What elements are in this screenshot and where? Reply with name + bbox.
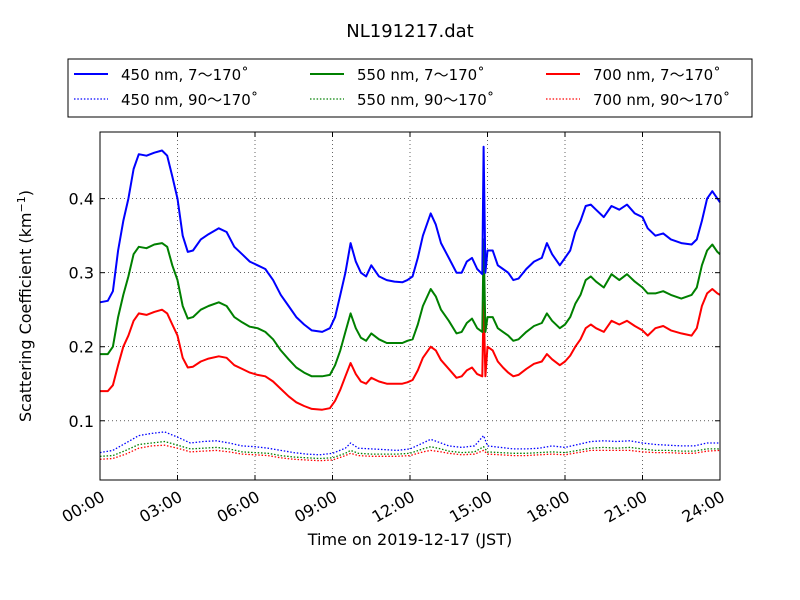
series-line-1 [99,431,720,456]
legend-label: 700 nm, 90～170˚ [593,91,730,109]
x-tick-label: 06:00 [214,487,263,527]
y-axis-label: Scattering Coefficient (km−1) [15,190,35,422]
x-tick-label: 15:00 [446,487,495,527]
chart-title: NL191217.dat [346,21,473,42]
grid [100,132,720,480]
x-axis-label: Time on 2019-12-17 (JST) [307,530,512,549]
y-axis-label-close: ) [16,190,35,196]
legend-box [67,58,753,118]
legend: 450 nm, 7～170˚ 450 nm, 90～170˚ 550 nm, 7～1… [67,58,753,118]
x-tick-label: 18:00 [524,487,573,527]
y-tick-label: 0.3 [69,264,94,283]
series-line-5 [99,444,721,462]
plot-area [99,145,721,462]
x-tick-label: 03:00 [136,487,185,527]
y-axis-label-text: Scattering Coefficient (km [16,212,35,422]
legend-label: 450 nm, 90～170˚ [121,91,258,109]
x-tick-label: 12:00 [369,487,418,527]
x-tick-label: 09:00 [291,487,340,527]
y-tick-label: 0.2 [69,338,94,357]
x-tick-label: 24:00 [679,487,728,527]
y-axis: 0.1 0.2 0.3 0.4 [69,190,720,431]
x-axis: 00:00 03:00 06:00 09:00 12:00 15:00 18:00 21:00… [59,132,728,527]
legend-label: 700 nm, 7～170˚ [593,66,721,84]
legend-label: 550 nm, 7～170˚ [357,66,485,84]
x-tick-label: 00:00 [59,487,108,527]
y-tick-label: 0.4 [69,190,94,209]
y-axis-label-superscript: −1 [15,196,28,212]
legend-label: 450 nm, 7～170˚ [121,66,249,84]
series-line-3 [99,440,720,460]
legend-label: 550 nm, 90～170˚ [357,91,494,109]
series-line-2 [100,238,721,378]
y-tick-label: 0.1 [69,412,94,431]
x-tick-label: 21:00 [601,487,650,527]
series-line-0 [99,145,721,333]
series-line-4 [100,288,721,411]
